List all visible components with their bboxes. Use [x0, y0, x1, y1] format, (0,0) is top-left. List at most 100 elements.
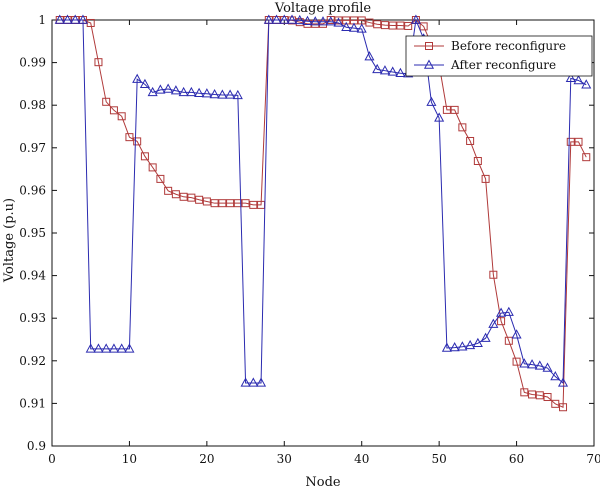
data-point	[195, 195, 204, 204]
data-point	[62, 14, 73, 24]
data-point	[147, 86, 158, 97]
data-point	[125, 133, 134, 142]
data-point	[294, 14, 305, 25]
data-point	[286, 14, 298, 24]
data-point	[356, 23, 367, 33]
data-point	[140, 152, 149, 161]
data-point	[472, 337, 483, 348]
data-point	[559, 403, 568, 412]
y-tick-label: 0.97	[19, 141, 46, 155]
data-point	[148, 163, 157, 172]
x-tick-label: 40	[354, 452, 369, 466]
y-tick-label: 0.95	[19, 226, 46, 240]
data-point	[202, 197, 211, 206]
x-tick-label: 10	[122, 452, 137, 466]
x-axis-ticks: 0 10 20 30 40 50 60 70	[48, 20, 600, 466]
data-point	[566, 137, 575, 146]
y-axis-ticks: 0.9 0.91 0.92 0.93 0.94 0.95 0.96 0.97 0.98 0.99 1	[19, 13, 594, 453]
data-point	[582, 153, 591, 162]
data-point	[488, 318, 499, 328]
data-point	[155, 84, 166, 94]
data-point	[489, 270, 498, 279]
x-tick-label: 0	[48, 452, 56, 466]
data-point	[372, 63, 383, 74]
y-tick-label: 0.93	[19, 311, 46, 325]
data-point	[404, 21, 413, 30]
data-point	[348, 22, 360, 32]
y-tick-label: 0.92	[19, 354, 46, 368]
data-point	[379, 65, 390, 75]
data-point	[380, 21, 389, 30]
data-point	[457, 341, 468, 351]
data-point	[465, 339, 476, 350]
data-point	[503, 306, 514, 316]
legend-label: After reconfigure	[450, 58, 556, 72]
data-point	[94, 58, 103, 67]
y-axis-label: Voltage (p.u)	[2, 198, 17, 283]
data-point	[574, 137, 583, 146]
y-tick-label: 0.9	[27, 439, 46, 453]
data-point	[54, 14, 65, 24]
data-point	[139, 78, 150, 89]
data-point	[108, 343, 119, 353]
x-tick-label: 60	[509, 452, 524, 466]
data-point	[310, 16, 321, 26]
data-point	[342, 16, 351, 25]
data-point	[557, 377, 569, 387]
data-point	[426, 96, 437, 106]
data-point	[341, 21, 352, 31]
data-point	[434, 112, 445, 122]
data-point	[535, 391, 544, 400]
data-point	[419, 22, 428, 31]
y-tick-label: 1	[38, 13, 46, 27]
data-point	[102, 97, 111, 106]
data-point	[124, 343, 135, 353]
data-point	[77, 14, 89, 24]
data-point	[334, 16, 343, 25]
data-point	[70, 14, 81, 24]
data-point	[156, 174, 165, 183]
data-point	[233, 199, 242, 208]
data-point	[551, 399, 560, 408]
data-point	[263, 14, 274, 24]
x-tick-label: 70	[586, 452, 600, 466]
data-point	[317, 16, 329, 26]
data-point	[450, 105, 459, 114]
data-point	[187, 193, 196, 202]
data-point	[364, 51, 375, 61]
data-point	[527, 359, 538, 369]
data-point	[93, 343, 104, 353]
data-point	[473, 157, 482, 166]
data-point	[179, 192, 188, 201]
chart-legend: Before reconfigure After reconfigure	[405, 35, 593, 77]
data-point	[178, 86, 189, 97]
data-point	[441, 342, 452, 352]
data-point	[201, 88, 212, 98]
data-point	[101, 343, 112, 353]
data-point	[520, 388, 529, 397]
y-tick-label: 0.99	[19, 56, 46, 70]
data-point	[271, 14, 282, 24]
data-point	[410, 14, 421, 24]
y-tick-label: 0.96	[19, 183, 46, 197]
data-point	[387, 66, 398, 76]
data-point	[458, 123, 467, 132]
data-point	[365, 18, 374, 27]
data-point	[210, 199, 219, 208]
data-point	[248, 377, 259, 387]
data-point	[504, 336, 513, 345]
x-axis-label: Node	[305, 475, 341, 487]
data-point	[232, 89, 243, 100]
data-point	[209, 89, 220, 99]
data-point	[519, 358, 530, 368]
data-point	[240, 377, 251, 387]
data-point	[497, 317, 506, 326]
data-point	[225, 89, 236, 99]
data-point	[573, 74, 584, 85]
data-point	[133, 137, 142, 146]
data-point	[218, 199, 227, 208]
data-point	[249, 200, 258, 209]
data-point	[528, 390, 537, 399]
y-tick-label: 0.94	[19, 269, 46, 283]
